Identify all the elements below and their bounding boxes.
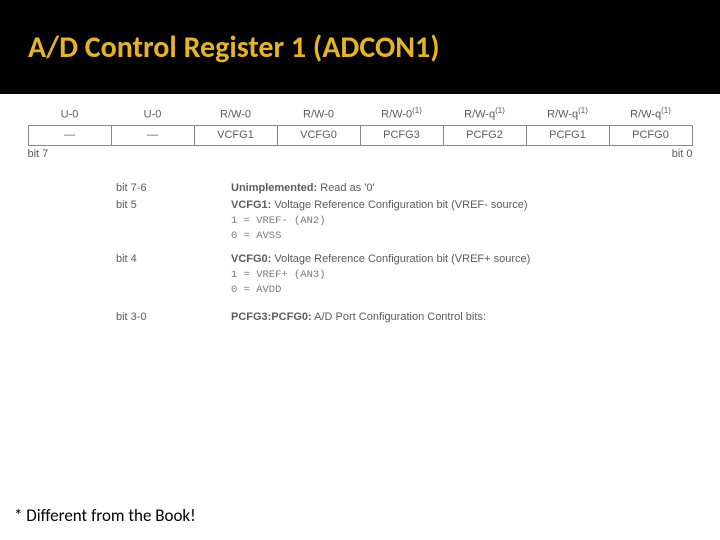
bit-description-row: bit 7-6 Unimplemented: Read as '0' (116, 180, 720, 197)
bit-info: PCFG3:PCFG0: A/D Port Configuration Cont… (231, 309, 720, 326)
bit-field-name: Unimplemented: (231, 182, 317, 194)
access-cell: R/W-q(1) (526, 102, 609, 125)
bit-field-desc: A/D Port Configuration Control bits: (312, 311, 486, 323)
register-name-row: — — VCFG1 VCFG0 PCFG3 PCFG2 PCFG1 PCFG0 (28, 125, 692, 145)
access-cell: R/W-0 (277, 102, 360, 125)
bit-name-cell: PCFG3 (360, 125, 443, 145)
bit-name-cell: PCFG0 (609, 125, 692, 145)
access-cell: R/W-q(1) (443, 102, 526, 125)
access-cell: R/W-q(1) (609, 102, 692, 125)
bit-description-section: bit 7-6 Unimplemented: Read as '0' bit 5… (116, 180, 720, 326)
bit-field-name: VCFG1: (231, 199, 271, 211)
bit-description-row: bit 4 VCFG0: Voltage Reference Configura… (116, 251, 720, 299)
bit-field-name: VCFG0: (231, 253, 271, 265)
bit-field-desc: Voltage Reference Configuration bit (VRE… (271, 199, 527, 211)
bit-value-line: 0 = AVSS (231, 229, 720, 245)
bit-range-label: bit 4 (116, 251, 231, 299)
bit-info: Unimplemented: Read as '0' (231, 180, 720, 197)
bit-description-row: bit 5 VCFG1: Voltage Reference Configura… (116, 197, 720, 245)
bit-range-label: bit 3-0 (116, 309, 231, 326)
access-cell: U-0 (111, 102, 194, 125)
slide-title: A/D Control Register 1 (ADCON1) (28, 29, 440, 66)
bit-value-line: 1 = VREF+ (AN3) (231, 268, 720, 284)
bit-range-label: bit 5 (116, 197, 231, 245)
bit-number-right: bit 0 (672, 148, 693, 160)
bit-name-cell: VCFG0 (277, 125, 360, 145)
register-access-row: U-0 U-0 R/W-0 R/W-0 R/W-0(1) R/W-q(1) R/… (28, 102, 692, 125)
bit-value-line: 0 = AVDD (231, 283, 720, 299)
bit-info: VCFG1: Voltage Reference Configuration b… (231, 197, 720, 245)
bit-field-desc: Read as '0' (317, 182, 374, 194)
bit-name-cell: VCFG1 (194, 125, 277, 145)
bit-name-cell: — (111, 125, 194, 145)
bit-value-line: 1 = VREF- (AN2) (231, 214, 720, 230)
bit-description-row: bit 3-0 PCFG3:PCFG0: A/D Port Configurat… (116, 309, 720, 326)
register-bit-table: U-0 U-0 R/W-0 R/W-0 R/W-0(1) R/W-q(1) R/… (28, 102, 693, 146)
footnote: * Different from the Book! (14, 505, 196, 526)
bit-info: VCFG0: Voltage Reference Configuration b… (231, 251, 720, 299)
bit-number-left: bit 7 (28, 148, 49, 160)
bit-number-row: bit 7 bit 0 (28, 148, 693, 160)
access-cell: U-0 (28, 102, 111, 125)
slide-header: A/D Control Register 1 (ADCON1) (0, 0, 720, 94)
bit-field-desc: Voltage Reference Configuration bit (VRE… (271, 253, 530, 265)
bit-name-cell: — (28, 125, 111, 145)
bit-name-cell: PCFG2 (443, 125, 526, 145)
access-cell: R/W-0(1) (360, 102, 443, 125)
access-cell: R/W-0 (194, 102, 277, 125)
bit-field-name: PCFG3:PCFG0: (231, 311, 312, 323)
bit-range-label: bit 7-6 (116, 180, 231, 197)
bit-name-cell: PCFG1 (526, 125, 609, 145)
